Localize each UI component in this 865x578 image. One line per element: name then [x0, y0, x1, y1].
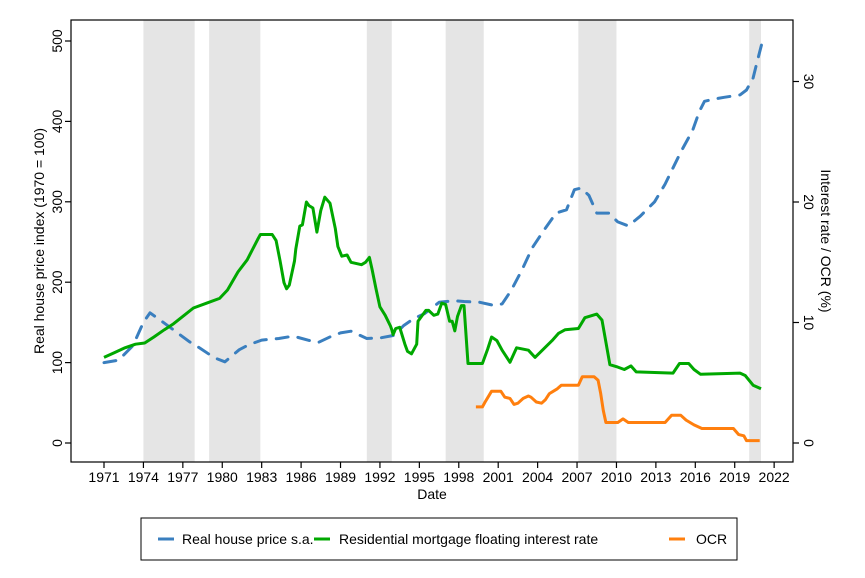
series-line-house-price [102, 40, 764, 365]
x-tick-label: 2019 [719, 469, 750, 485]
legend-label-mortgage-rate: Residential mortgage floating interest r… [339, 531, 598, 547]
legend-label-house-price: Real house price s.a. [182, 531, 314, 547]
x-tick-label: 1995 [404, 469, 435, 485]
x-tick-label: 2004 [522, 469, 553, 485]
x-tick-label: 1971 [88, 469, 119, 485]
x-tick-label: 1998 [443, 469, 474, 485]
y-left-tick-label: 500 [49, 29, 65, 53]
y-left-tick-label: 400 [49, 110, 65, 134]
x-tick-label: 1983 [246, 469, 277, 485]
y-right-tick-label: 30 [801, 74, 817, 90]
y-axis-right-title: Interest rate / OCR (%) [818, 169, 834, 312]
recession-shading-group [143, 20, 761, 462]
x-tick-label: 2013 [640, 469, 671, 485]
x-tick-label: 1980 [207, 469, 238, 485]
x-tick-label: 1986 [286, 469, 317, 485]
y-axis-left-title: Real house price index (1970 = 100) [31, 128, 47, 354]
x-tick-label: 1989 [325, 469, 356, 485]
x-tick-label: 1974 [128, 469, 159, 485]
x-tick-label: 2016 [680, 469, 711, 485]
y-left-tick-label: 100 [49, 351, 65, 375]
recession-shade [143, 20, 195, 462]
y-right-tick-label: 0 [801, 439, 817, 447]
y-axis-left: 0 100 200 300 400 500 [49, 29, 71, 447]
x-tick-label: 2022 [759, 469, 790, 485]
y-left-tick-label: 0 [49, 439, 65, 447]
y-left-tick-label: 200 [49, 270, 65, 294]
recession-shade [366, 20, 392, 462]
recession-shade [749, 20, 761, 462]
x-axis-title: Date [417, 486, 447, 502]
x-axis: 1971 1974 1977 1980 1983 1986 1989 1992 1995 1998… [88, 462, 790, 485]
legend: Real house price s.a. Residential mortga… [140, 517, 738, 561]
recession-shade [578, 20, 617, 462]
y-axis-right: 0 10 20 30 [793, 74, 817, 447]
y-right-tick-label: 10 [801, 315, 817, 331]
recession-shade [445, 20, 484, 462]
series-layer [102, 40, 764, 443]
series-line-ocr [475, 375, 760, 443]
x-tick-label: 2007 [561, 469, 592, 485]
legend-label-ocr: OCR [696, 531, 727, 547]
series-line-mortgage-rate [103, 195, 762, 391]
recession-shade [209, 20, 261, 462]
x-tick-label: 2010 [601, 469, 632, 485]
x-tick-label: 1977 [167, 469, 198, 485]
legend-box [140, 517, 738, 561]
x-tick-label: 2001 [483, 469, 514, 485]
y-right-tick-label: 20 [801, 194, 817, 210]
x-tick-label: 1992 [364, 469, 395, 485]
y-left-tick-label: 300 [49, 190, 65, 214]
plot-frame [70, 19, 794, 463]
